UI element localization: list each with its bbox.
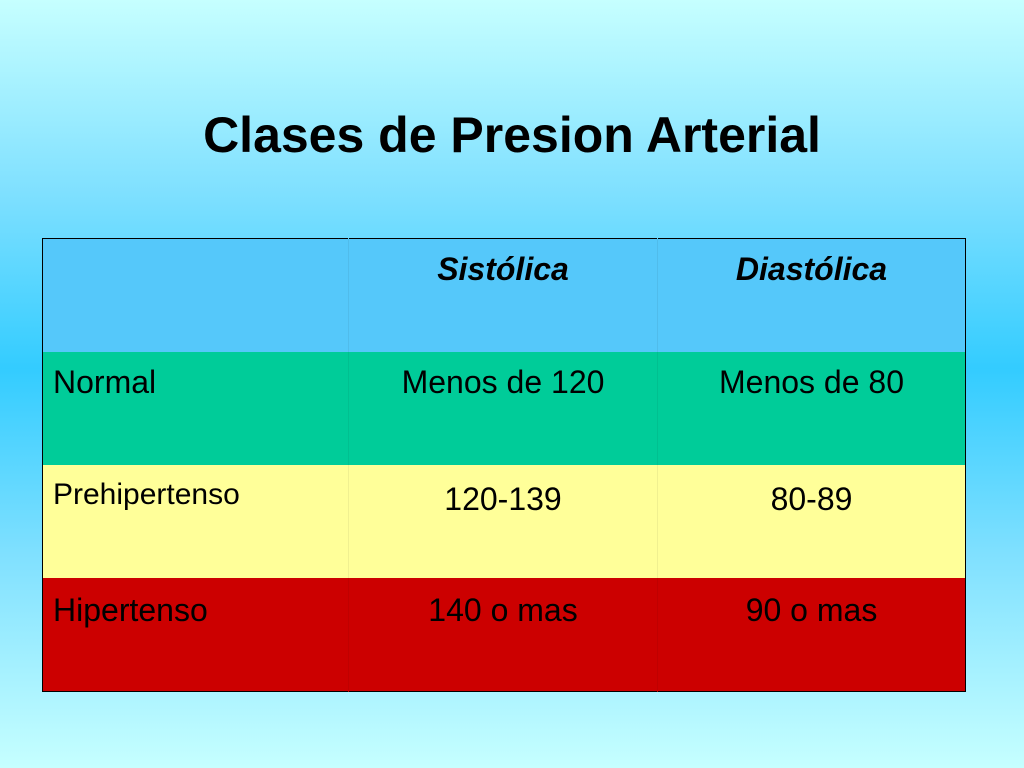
category-cell-prehipertenso: Prehipertenso xyxy=(42,465,349,578)
header-label-sistolica: Sistólica xyxy=(437,251,569,287)
header-cell-empty xyxy=(42,238,349,352)
table-row-hipertenso: Hipertenso 140 o mas 90 o mas xyxy=(42,578,966,692)
category-label: Hipertenso xyxy=(53,592,208,628)
category-label: Normal xyxy=(53,364,157,400)
sistolica-value: Menos de 120 xyxy=(401,364,605,400)
sistolica-cell-prehipertenso: 120-139 xyxy=(348,465,658,578)
diastolica-cell-normal: Menos de 80 xyxy=(657,352,966,465)
diastolica-value: 80-89 xyxy=(770,481,853,517)
diastolica-value: 90 o mas xyxy=(745,592,878,628)
table-row-prehipertenso: Prehipertenso 120-139 80-89 xyxy=(42,465,966,578)
slide-title: Clases de Presion Arterial xyxy=(203,107,821,163)
category-cell-normal: Normal xyxy=(42,352,349,465)
diastolica-cell-prehipertenso: 80-89 xyxy=(657,465,966,578)
blood-pressure-table: Sistólica Diastólica Normal Menos de 120… xyxy=(42,238,966,692)
diastolica-cell-hipertenso: 90 o mas xyxy=(657,578,966,692)
header-cell-diastolica: Diastólica xyxy=(657,238,966,352)
category-label: Prehipertenso xyxy=(53,478,240,511)
header-label-empty xyxy=(43,239,348,251)
sistolica-value: 140 o mas xyxy=(428,592,578,628)
category-cell-hipertenso: Hipertenso xyxy=(42,578,349,692)
diastolica-value: Menos de 80 xyxy=(718,364,904,400)
sistolica-cell-hipertenso: 140 o mas xyxy=(348,578,658,692)
header-label-diastolica: Diastólica xyxy=(735,251,888,287)
table-header-row: Sistólica Diastólica xyxy=(42,238,966,352)
sistolica-cell-normal: Menos de 120 xyxy=(348,352,658,465)
header-cell-sistolica: Sistólica xyxy=(348,238,658,352)
sistolica-value: 120-139 xyxy=(444,481,562,517)
table-row-normal: Normal Menos de 120 Menos de 80 xyxy=(42,352,966,465)
